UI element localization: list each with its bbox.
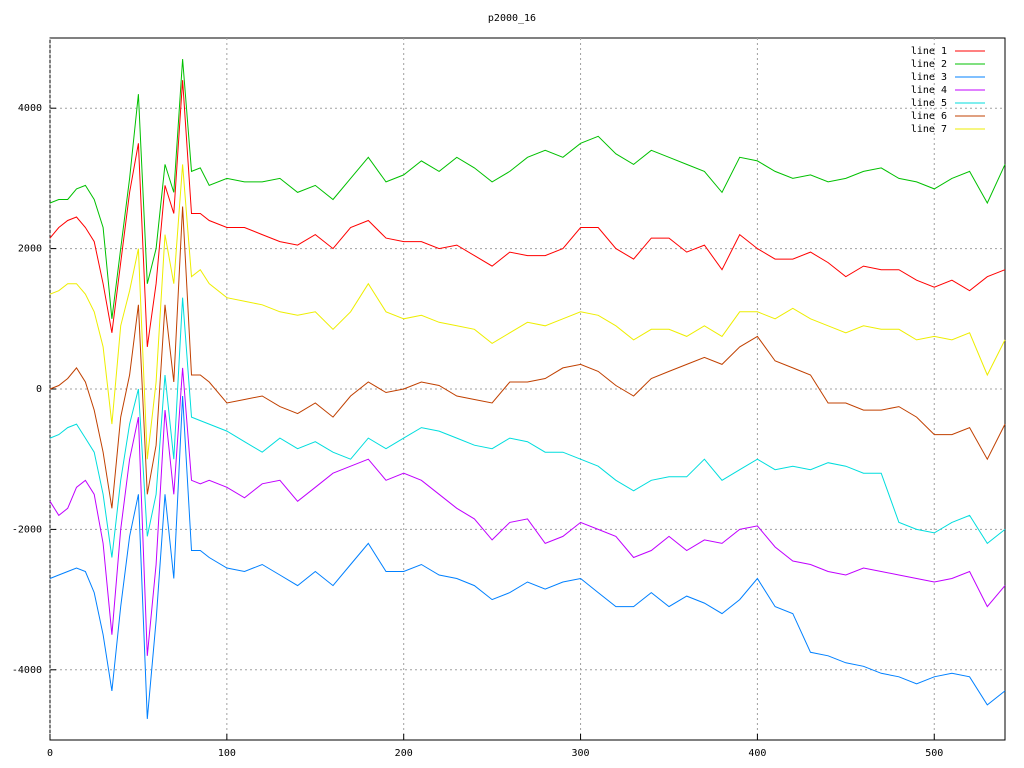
- legend-label: line 7: [911, 124, 947, 135]
- legend-label: line 6: [911, 111, 947, 122]
- x-tick-label: 400: [748, 748, 766, 759]
- y-tick-label: 2000: [18, 244, 42, 255]
- y-tick-label: -4000: [12, 665, 42, 676]
- series-line: [49, 80, 1006, 347]
- series-line: [49, 164, 1006, 460]
- y-tick-label: -2000: [12, 524, 42, 535]
- x-tick-label: 500: [925, 748, 943, 759]
- y-tick-label: 4000: [18, 103, 42, 114]
- legend-label: line 5: [911, 98, 947, 109]
- series-line: [49, 206, 1006, 509]
- series-line: [49, 59, 1006, 319]
- x-tick-label: 200: [395, 748, 413, 759]
- x-tick-label: 300: [572, 748, 590, 759]
- legend-label: line 1: [911, 46, 947, 57]
- legend-label: line 3: [911, 72, 947, 83]
- series-line: [49, 395, 1006, 719]
- y-tick-label: 0: [36, 384, 42, 395]
- legend-label: line 2: [911, 59, 947, 70]
- series-line: [49, 367, 1006, 656]
- legend-label: line 4: [911, 85, 947, 96]
- x-tick-label: 100: [218, 748, 236, 759]
- chart-title: p2000_16: [488, 13, 536, 24]
- series-line: [49, 297, 1006, 558]
- x-tick-label: 0: [47, 748, 53, 759]
